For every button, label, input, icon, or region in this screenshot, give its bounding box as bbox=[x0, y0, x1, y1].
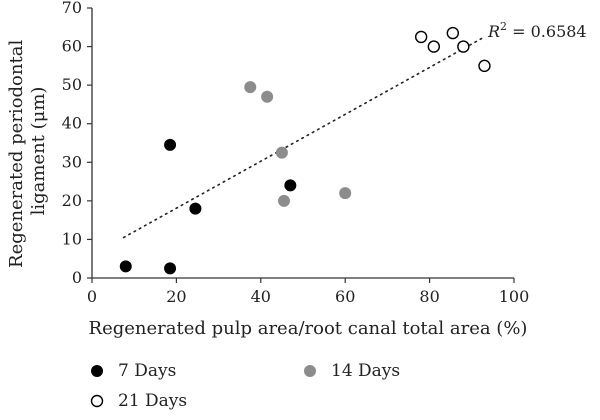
x-tick-label: 100 bbox=[499, 287, 530, 306]
point-series-1-1 bbox=[119, 260, 132, 273]
axes bbox=[91, 8, 514, 279]
y-tick-label: 30 bbox=[62, 152, 82, 171]
point-series-2-2 bbox=[261, 90, 274, 103]
y-tick-label: 50 bbox=[62, 75, 82, 94]
point-series-3-4 bbox=[457, 40, 470, 53]
r-squared-power: 2 bbox=[500, 20, 507, 33]
legend-label-3: 21 Days bbox=[118, 391, 187, 411]
point-series-2-3 bbox=[275, 146, 288, 159]
r-squared-symbol: R bbox=[487, 22, 500, 41]
y-axis-label-line-1: Regenerated periodontal bbox=[6, 40, 27, 268]
point-series-3-3 bbox=[446, 26, 460, 40]
x-tick-label: 60 bbox=[335, 287, 355, 306]
point-series-1-2 bbox=[164, 262, 177, 275]
y-tick-label: 70 bbox=[62, 0, 82, 17]
y-tick-label: 60 bbox=[62, 37, 82, 56]
r-squared-annotation: R2 = 0.6584 bbox=[487, 20, 587, 41]
y-tick-label: 40 bbox=[62, 114, 82, 133]
y-tick-label: 10 bbox=[62, 229, 82, 248]
trendline-group bbox=[122, 36, 486, 239]
data-points bbox=[119, 26, 491, 275]
y-axis-label: Regenerated periodontal ligament (μm) bbox=[6, 34, 49, 268]
point-series-2-4 bbox=[278, 194, 291, 207]
legend-marker-2 bbox=[304, 365, 316, 377]
x-tick-label: 20 bbox=[166, 287, 186, 306]
legend-label-1: 7 Days bbox=[118, 361, 176, 381]
trendline bbox=[122, 36, 486, 239]
y-tick-label: 0 bbox=[72, 268, 82, 287]
x-tick-label: 80 bbox=[419, 287, 439, 306]
point-series-1-4 bbox=[189, 202, 202, 215]
legend-marker-3 bbox=[90, 394, 104, 408]
point-series-3-1 bbox=[414, 30, 428, 44]
x-tick-label: 0 bbox=[87, 287, 97, 306]
legend-marker-1 bbox=[91, 365, 103, 377]
point-series-3-5 bbox=[478, 59, 491, 73]
point-series-2-1 bbox=[244, 81, 257, 94]
point-series-1-3 bbox=[164, 138, 177, 151]
legend: 7 Days 14 Days 21 Days bbox=[90, 361, 400, 411]
tick-marks: 0 20 40 60 80 100 0 10 20 30 40 50 60 70 bbox=[62, 0, 530, 306]
x-tick-label: 40 bbox=[251, 287, 271, 306]
y-tick-label: 20 bbox=[62, 191, 82, 210]
y-axis-label-line-2: ligament (μm) bbox=[28, 87, 49, 216]
point-series-3-2 bbox=[427, 40, 441, 53]
x-axis-label: Regenerated pulp area/root canal total a… bbox=[89, 318, 528, 339]
point-series-1-5 bbox=[284, 179, 297, 192]
legend-label-2: 14 Days bbox=[331, 361, 400, 381]
r-squared-value: = 0.6584 bbox=[507, 22, 587, 41]
point-series-2-5 bbox=[339, 187, 352, 200]
